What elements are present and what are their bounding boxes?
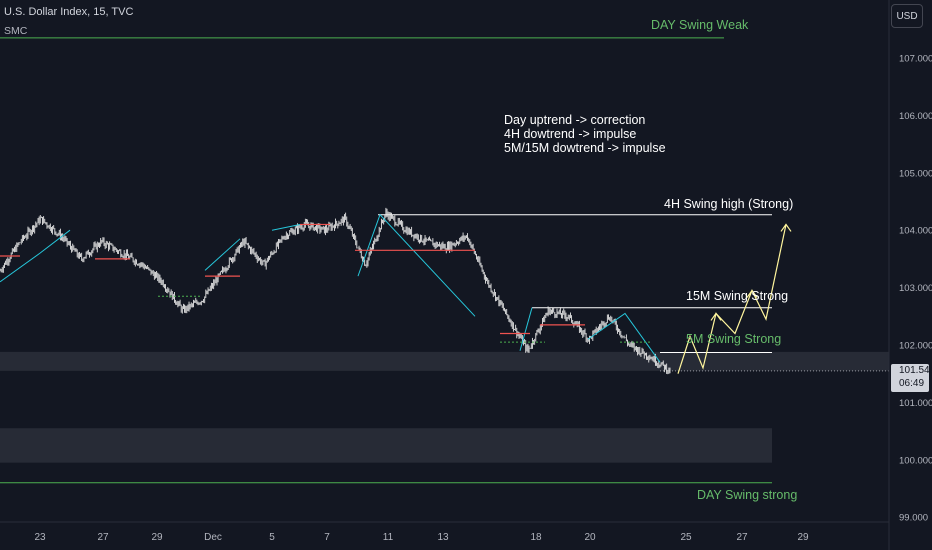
day-swing-weak-label: DAY Swing Weak <box>651 18 749 32</box>
annotation-line: 4H dowtrend -> impulse <box>504 127 637 141</box>
y-tick-label: 103.000 <box>899 283 932 294</box>
x-tick-label: 13 <box>437 532 449 543</box>
x-tick-label: 5 <box>269 532 275 543</box>
y-tick-label: 101.000 <box>899 398 932 409</box>
x-tick-label: 23 <box>34 532 46 543</box>
m15-swing-strong-label: 15M Swing Strong <box>686 289 789 303</box>
x-tick-label: 7 <box>324 532 330 543</box>
swing-structure-line <box>519 307 533 351</box>
swing-structure-line <box>587 312 661 363</box>
supply-demand-zone <box>0 428 772 463</box>
levels-layer <box>0 37 889 484</box>
x-tick-label: 11 <box>383 532 394 543</box>
annotation-line: 5M/15M dowtrend -> impulse <box>504 141 666 155</box>
y-tick-label: 107.000 <box>899 54 932 65</box>
x-tick-label: 20 <box>584 532 596 543</box>
swing-structure-line <box>0 229 71 283</box>
projection-layer <box>677 223 792 374</box>
x-tick-label: 25 <box>680 532 692 543</box>
structure-layer <box>0 213 661 363</box>
y-tick-label: 106.000 <box>899 111 932 122</box>
x-tick-label: 18 <box>530 532 542 543</box>
y-tick-label: 104.000 <box>899 226 932 237</box>
candles-layer <box>0 207 671 375</box>
swing-structure-line <box>357 213 476 317</box>
y-tick-label: 99.000 <box>899 513 928 524</box>
bar-countdown: 06:49 <box>899 378 925 389</box>
day-swing-strong-label: DAY Swing strong <box>697 488 798 502</box>
indicator-label[interactable]: SMC <box>4 25 28 37</box>
trend-annotation: Day uptrend -> correction 4H dowtrend ->… <box>504 113 666 155</box>
last-price-tag: 101.549 06:49 <box>891 364 932 392</box>
currency-button[interactable]: USD <box>891 4 923 28</box>
annotation-line: Day uptrend -> correction <box>504 113 646 127</box>
x-tick-label: 27 <box>736 532 748 543</box>
zones-layer <box>0 351 889 463</box>
projection-arrowhead <box>780 223 792 232</box>
x-tick-label: 27 <box>97 532 109 543</box>
price-axis: 107.000 106.000 105.000 104.000 103.000 102.0… <box>899 54 932 524</box>
time-axis: 23 27 29 Dec 5 7 11 13 18 20 25 27 29 <box>34 532 809 543</box>
x-tick-label: 29 <box>151 532 163 543</box>
swing-structure-line <box>271 223 301 231</box>
y-tick-label: 100.000 <box>899 455 932 466</box>
projection-arrowhead <box>746 289 758 298</box>
last-price-value: 101.549 <box>899 365 932 376</box>
x-tick-label: Dec <box>204 532 222 543</box>
projection-path <box>677 224 787 374</box>
y-tick-label: 105.000 <box>899 168 932 179</box>
y-tick-label: 102.000 <box>899 341 932 352</box>
symbol-title[interactable]: U.S. Dollar Index, 15, TVC <box>4 6 134 18</box>
swing-structure-line <box>204 238 241 271</box>
supply-demand-zone <box>0 351 889 371</box>
x-tick-label: 29 <box>797 532 809 543</box>
h4-swing-high-label: 4H Swing high (Strong) <box>664 197 794 211</box>
m5-swing-strong-label: 5M Swing Strong <box>686 332 782 346</box>
projection-arrowhead <box>710 312 722 321</box>
